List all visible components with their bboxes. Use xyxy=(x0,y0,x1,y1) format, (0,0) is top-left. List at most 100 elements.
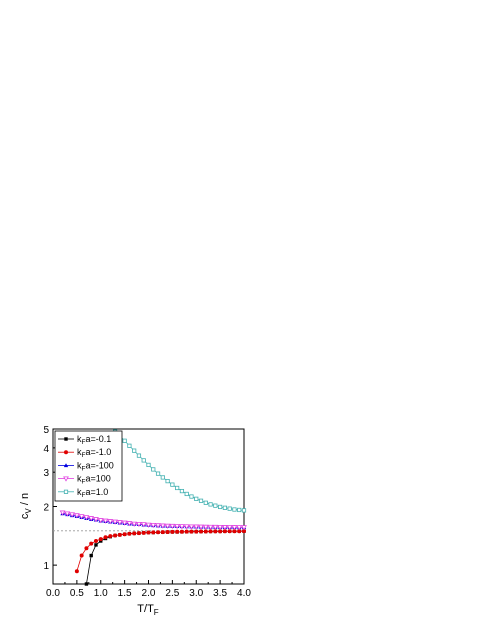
data-point xyxy=(226,525,233,531)
data-point xyxy=(93,517,99,523)
x-tick-label: 2.0 xyxy=(142,588,156,599)
data-point xyxy=(84,546,89,551)
data-point xyxy=(93,539,98,544)
data-point xyxy=(242,529,246,534)
data-point xyxy=(64,437,68,441)
data-point xyxy=(140,522,147,528)
x-tick-label: 3.0 xyxy=(189,588,203,599)
data-point xyxy=(156,530,161,535)
x-tick-label: 1.0 xyxy=(94,588,108,599)
data-point xyxy=(136,531,141,536)
data-point xyxy=(98,537,103,542)
data-point xyxy=(232,529,237,534)
data-point xyxy=(127,531,132,536)
data-point xyxy=(198,524,204,530)
data-point xyxy=(222,505,227,510)
data-point xyxy=(160,530,165,535)
data-point xyxy=(116,520,123,526)
data-point xyxy=(94,543,98,547)
data-point xyxy=(179,529,184,534)
data-point xyxy=(146,530,151,535)
data-point xyxy=(165,529,170,534)
data-point xyxy=(63,489,69,494)
data-point xyxy=(222,529,227,534)
y-tick-label: 3 xyxy=(43,468,49,479)
data-point xyxy=(175,485,180,491)
data-point xyxy=(122,438,127,443)
data-point xyxy=(208,502,213,507)
data-point xyxy=(145,522,152,528)
legend-entry: kFa=-1.0 xyxy=(58,447,111,459)
data-point xyxy=(202,524,209,530)
data-point xyxy=(227,506,232,511)
legend-entry: kFa=1.0 xyxy=(58,487,108,499)
data-point xyxy=(73,513,80,519)
x-axis-title-main: T/T xyxy=(137,603,154,615)
data-point xyxy=(170,529,175,534)
data-point xyxy=(69,512,75,518)
data-point xyxy=(198,498,204,503)
x-axis-title-sub: F xyxy=(154,608,159,617)
data-point xyxy=(237,507,242,513)
x-tick-label: 0.5 xyxy=(70,588,84,599)
data-point xyxy=(203,529,208,534)
x-axis-title: T/TF xyxy=(137,603,159,617)
data-point xyxy=(175,529,180,534)
series-kFa=1.0 xyxy=(112,429,247,513)
data-point xyxy=(74,569,79,574)
x-tick-label: 3.5 xyxy=(213,588,227,599)
data-point xyxy=(241,525,247,531)
data-point xyxy=(189,529,194,534)
data-point xyxy=(231,525,238,531)
y-tick-label: 5 xyxy=(43,425,49,436)
data-point xyxy=(155,523,161,529)
y-axis-title: cV / n xyxy=(19,493,33,519)
data-point xyxy=(126,521,133,527)
series-kFa=-0.1 xyxy=(84,529,246,586)
data-point xyxy=(63,476,69,482)
x-tick-label: 2.5 xyxy=(165,588,179,599)
data-point xyxy=(203,500,208,505)
axis-ticks: 0.0 0.5 1.0 1.5 2.0 2.5 3.0 3.5 4.0 1 2 3 4 5 xyxy=(43,425,251,599)
data-point xyxy=(131,521,138,527)
data-point xyxy=(159,523,166,529)
x-tick-label: 4.0 xyxy=(237,588,251,599)
data-point xyxy=(218,504,223,510)
legend-label: kFa=-0.1 xyxy=(77,434,111,446)
data-point xyxy=(179,524,185,530)
data-point xyxy=(136,521,142,528)
data-point xyxy=(193,524,200,530)
data-point xyxy=(164,523,171,529)
data-point xyxy=(169,523,176,530)
data-point xyxy=(122,532,127,537)
data-point xyxy=(179,488,185,494)
data-point xyxy=(132,448,137,453)
data-point xyxy=(188,524,195,530)
data-point xyxy=(64,511,71,517)
series-line xyxy=(114,431,245,511)
data-point xyxy=(194,529,199,534)
data-point xyxy=(174,524,181,530)
y-tick-label: 4 xyxy=(43,444,49,455)
data-point xyxy=(132,531,137,536)
data-point xyxy=(218,529,223,534)
y-tick-label: 1 xyxy=(43,561,49,572)
data-point xyxy=(151,530,156,535)
data-point xyxy=(78,514,85,520)
data-point xyxy=(194,496,199,501)
series-line xyxy=(86,530,244,585)
series-line xyxy=(76,530,245,572)
data-point xyxy=(141,458,146,463)
series-group xyxy=(59,429,247,586)
data-point xyxy=(237,529,242,534)
data-point xyxy=(217,524,224,531)
data-point xyxy=(112,519,118,525)
x-tick-label: 0.0 xyxy=(46,588,60,599)
data-point xyxy=(117,532,122,537)
y-tick-label: 2 xyxy=(43,503,49,514)
data-point xyxy=(213,503,218,508)
data-point xyxy=(141,530,146,535)
data-point xyxy=(146,462,151,468)
data-point xyxy=(222,525,228,531)
